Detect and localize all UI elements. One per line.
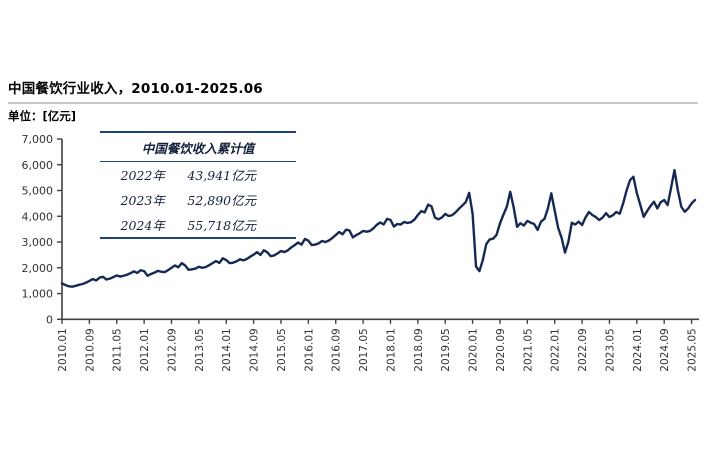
y-axis-tick-label: 7,000 — [22, 133, 54, 146]
y-axis-tick-label: 5,000 — [22, 185, 54, 198]
y-axis-tick-label: 2,000 — [22, 262, 54, 275]
table-row: 2022年 43,941亿元 — [100, 162, 296, 187]
x-axis-tick-label: 2025.05 — [687, 328, 699, 371]
x-axis-tick-label: 2021.05 — [522, 328, 534, 371]
x-axis-tick-label: 2015.05 — [276, 328, 288, 371]
y-axis-tick-label: 1,000 — [22, 288, 54, 301]
x-axis-tick-label: 2020.01 — [468, 328, 480, 371]
x-axis-tick-label: 2022.09 — [577, 328, 589, 371]
cumulative-revenue-table: 中国餐饮收入累计值 2022年 43,941亿元 2023年 52,890亿元 … — [100, 131, 296, 239]
x-axis-tick-label: 2014.09 — [249, 328, 261, 371]
page-title: 中国餐饮行业收入，2010.01-2025.06 — [8, 81, 263, 97]
table-year: 2024年 — [120, 218, 165, 233]
x-axis-tick-label: 2017.05 — [358, 328, 370, 371]
table-value: 43,941亿元 — [187, 168, 257, 183]
x-axis-tick-label: 2018.09 — [413, 328, 425, 371]
table-year: 2022年 — [120, 168, 165, 183]
x-axis-tick-label: 2024.01 — [632, 328, 644, 371]
y-axis-tick-label: 3,000 — [22, 236, 54, 249]
x-axis-tick-label: 2019.05 — [440, 328, 452, 371]
x-axis-tick-label: 2020.09 — [495, 328, 507, 371]
x-axis-tick-label: 2024.09 — [659, 328, 671, 371]
revenue-series-line — [60, 168, 697, 288]
x-axis-tick-label: 2011.05 — [112, 328, 124, 371]
x-axis-tick-label: 2018.01 — [385, 328, 397, 371]
x-axis-tick-label: 2016.09 — [331, 328, 343, 371]
table-row: 2024年 55,718亿元 — [100, 212, 296, 237]
title-divider — [8, 102, 698, 104]
table-row: 2023年 52,890亿元 — [100, 187, 296, 212]
x-axis-tick-label: 2014.01 — [221, 328, 233, 371]
unit-label: 单位：[亿元] — [8, 109, 77, 123]
y-axis-tick-label: 0 — [46, 313, 53, 326]
table-title: 中国餐饮收入累计值 — [100, 133, 296, 162]
x-axis-tick-label: 2022.01 — [550, 328, 562, 371]
x-axis-tick-label: 2016.01 — [303, 328, 315, 371]
table-value: 52,890亿元 — [187, 193, 257, 208]
chart-axes — [61, 139, 699, 321]
y-axis-tick-label: 4,000 — [22, 210, 54, 223]
y-axis-tick-label: 6,000 — [22, 159, 54, 172]
x-axis-tick-label: 2012.01 — [139, 328, 151, 371]
x-axis-tick-label: 2013.05 — [194, 328, 206, 371]
table-year: 2023年 — [120, 193, 165, 208]
x-axis-tick-label: 2012.09 — [166, 328, 178, 371]
x-axis-tick-label: 2023.05 — [604, 328, 616, 371]
x-axis-tick-label: 2010.09 — [84, 328, 96, 371]
table-value: 55,718亿元 — [187, 218, 257, 233]
x-axis-tick-label: 2010.01 — [57, 328, 69, 371]
